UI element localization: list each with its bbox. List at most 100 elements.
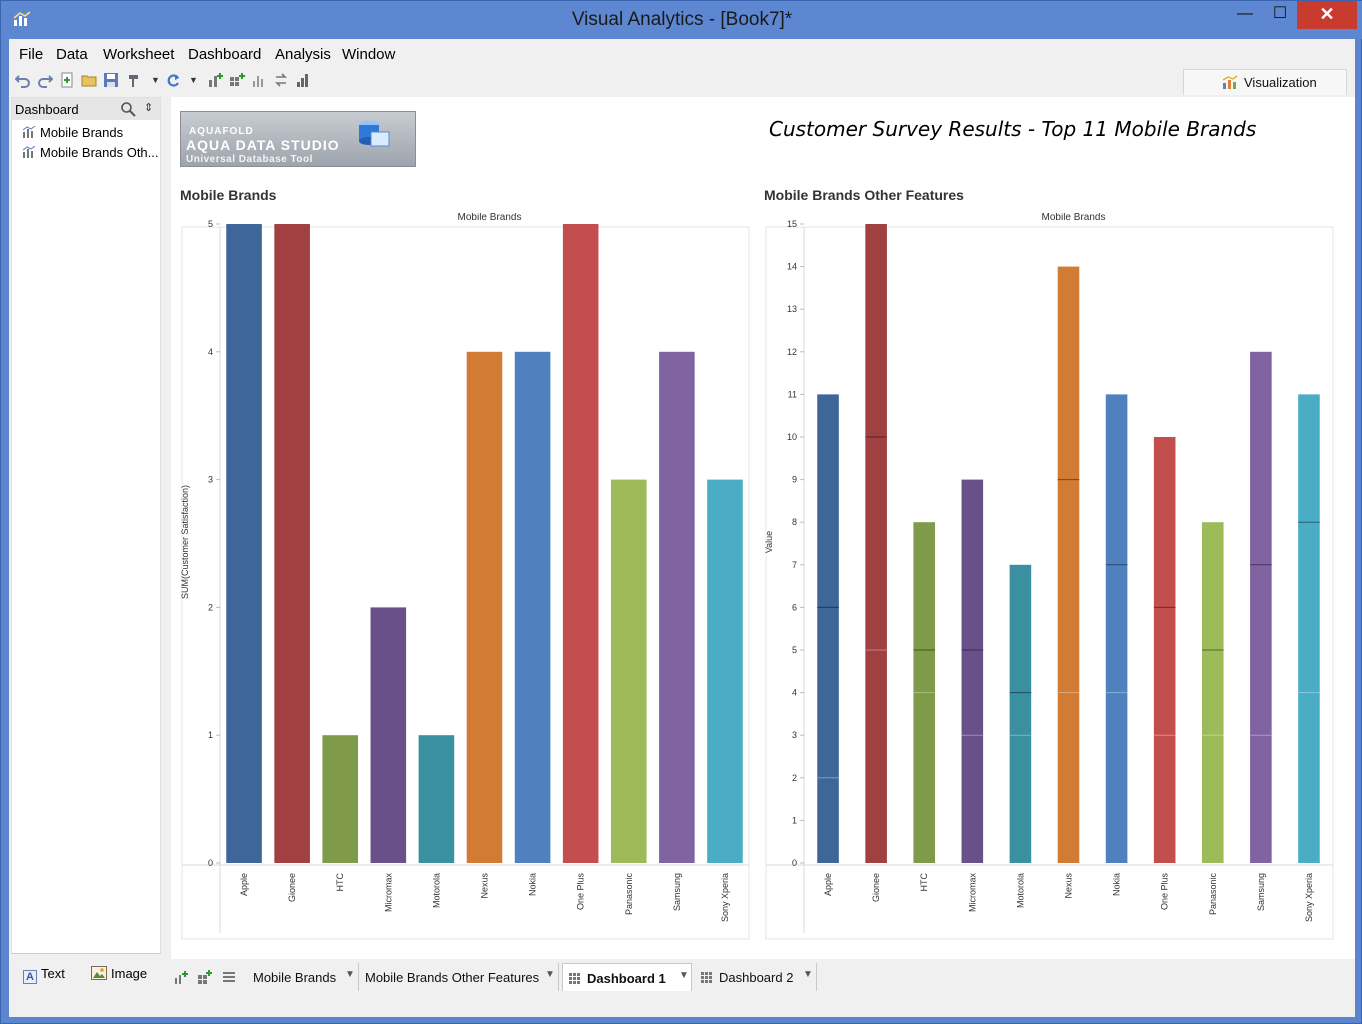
tab-label: Mobile Brands [253,970,337,985]
open-folder-icon[interactable] [81,72,97,88]
bar [226,224,262,863]
bar-segment [865,224,887,437]
tab-dashboard-1[interactable]: Dashboard 1 ▼ [562,963,692,991]
mobile-brands-chart[interactable]: Mobile Brands 0 1 2 3 4 5 SUM(Customer Satisfac… [171,213,761,973]
bar [322,735,359,863]
toolbar: ▼ ▼ [9,67,1355,95]
panel-item-label: Mobile Brands [40,125,124,140]
panel-options-icon[interactable]: ⇕ [144,102,154,114]
dropdown-arrow-icon[interactable]: ▼ [151,75,160,85]
maximize-button[interactable]: ☐ [1272,5,1288,22]
dashboard-tab-icon [701,972,713,983]
y-tick-label: 12 [787,347,797,357]
tab-dropdown-icon[interactable]: ▼ [545,969,555,980]
refresh-icon[interactable] [165,72,181,88]
dashboard-tab-icon [569,973,581,984]
tab-mobile-brands-other-features[interactable]: Mobile Brands Other Features ▼ [359,963,559,991]
mobile-brands-other-features-chart[interactable]: Mobile Brands0123456789101112131415Value… [755,213,1345,973]
minimize-button[interactable]: — [1237,5,1253,22]
bar-segment [1250,351,1272,565]
bar-segment [1057,266,1080,480]
panel-header: Dashboard ⇕ [12,98,160,120]
bar-segment [1153,735,1176,863]
panel-item-mobile-brands[interactable]: Mobile Brands [22,125,123,140]
bar-segment [1201,735,1224,863]
dashboard-canvas: AQUAFOLD AQUA DATA STUDIO Universal Data… [171,97,1355,993]
x-tick-label: HTC [335,873,345,892]
panel-item-label: Mobile Brands Oth... [40,145,159,160]
x-tick-label: Nokia [528,873,538,896]
visualization-tab-label: Visualization [1244,75,1317,90]
search-icon[interactable] [120,101,136,117]
bar-segment [913,650,936,693]
menu-worksheet[interactable]: Worksheet [103,46,175,63]
sort-icon[interactable] [295,72,311,88]
menu-data[interactable]: Data [56,46,88,63]
bar-segment [1009,692,1032,736]
menu-dashboard[interactable]: Dashboard [188,46,262,63]
y-tick-label: 2 [208,602,213,612]
tab-dropdown-icon[interactable]: ▼ [345,969,355,980]
x-tick-label: Sony Xperia [1304,873,1314,922]
bar [514,351,551,863]
redo-icon[interactable] [37,72,53,88]
app-chart-icon [13,11,31,26]
bar-segment [1298,522,1320,693]
x-tick-label: Nexus [480,873,490,899]
undo-icon[interactable] [15,72,31,88]
bar-segment [1009,564,1032,693]
y-tick-label: 4 [792,688,797,698]
bar-segment [1250,564,1272,736]
tab-mobile-brands[interactable]: Mobile Brands ▼ [247,963,359,991]
bar [707,479,743,863]
menu-window[interactable]: Window [342,46,396,63]
new-dashboard-tab-icon[interactable] [197,969,213,985]
bar [610,479,647,863]
visualization-tab[interactable]: Visualization [1183,69,1347,95]
bar [418,735,455,863]
add-dashboard-icon[interactable] [229,72,245,88]
tab-dashboard-2[interactable]: Dashboard 2 ▼ [695,963,817,991]
x-tick-label: Nokia [1112,873,1122,896]
new-file-icon[interactable] [59,72,75,88]
tab-dropdown-icon[interactable]: ▼ [803,969,813,980]
panel-item-mobile-brands-other[interactable]: Mobile Brands Oth... [22,145,159,160]
save-icon[interactable] [103,72,119,88]
tab-list-icon[interactable] [221,969,237,985]
menu-file[interactable]: File [19,46,44,63]
chart-frame [181,226,750,940]
tab-dropdown-icon[interactable]: ▼ [679,970,689,981]
close-button[interactable]: ✕ [1297,1,1357,29]
logo-line2: AQUA DATA STUDIO [186,137,340,153]
y-axis-label: Value [764,531,774,553]
text-object-button[interactable]: A Text [23,966,65,984]
x-tick-label: Samsung [1256,873,1266,911]
brush-icon[interactable] [127,72,143,88]
swap-icon[interactable] [273,72,289,88]
x-tick-label: Samsung [672,873,682,911]
chart-icon[interactable] [251,72,267,88]
x-tick-label: One Plus [576,873,586,911]
menu-analysis[interactable]: Analysis [275,46,331,63]
y-axis-label: SUM(Customer Satisfaction) [180,485,190,599]
x-tick-label: HTC [919,873,929,892]
y-tick-label: 6 [792,602,797,612]
dashboard-panel: Dashboard ⇕ Mobile Brands Mobile Brands … [11,97,161,993]
refresh-dropdown-icon[interactable]: ▼ [189,75,198,85]
y-tick-label: 3 [792,730,797,740]
bar-segment [817,607,839,778]
image-object-button[interactable]: Image [91,966,147,981]
bar-segment [865,650,887,863]
add-worksheet-icon[interactable] [207,72,223,88]
y-tick-label: 3 [208,475,213,485]
x-tick-label: Micromax [967,873,977,913]
bar-segment [1057,692,1080,863]
text-icon: A [23,970,37,984]
visualization-icon [1222,75,1238,89]
bar [370,607,407,863]
y-tick-label: 1 [208,730,213,740]
new-worksheet-tab-icon[interactable] [173,969,189,985]
worksheet-icon [22,126,36,138]
title-bar[interactable]: Visual Analytics - [Book7]* — ☐ ✕ [1,1,1362,39]
sheet-tab-bar: Mobile Brands ▼ Mobile Brands Other Feat… [169,959,1355,993]
